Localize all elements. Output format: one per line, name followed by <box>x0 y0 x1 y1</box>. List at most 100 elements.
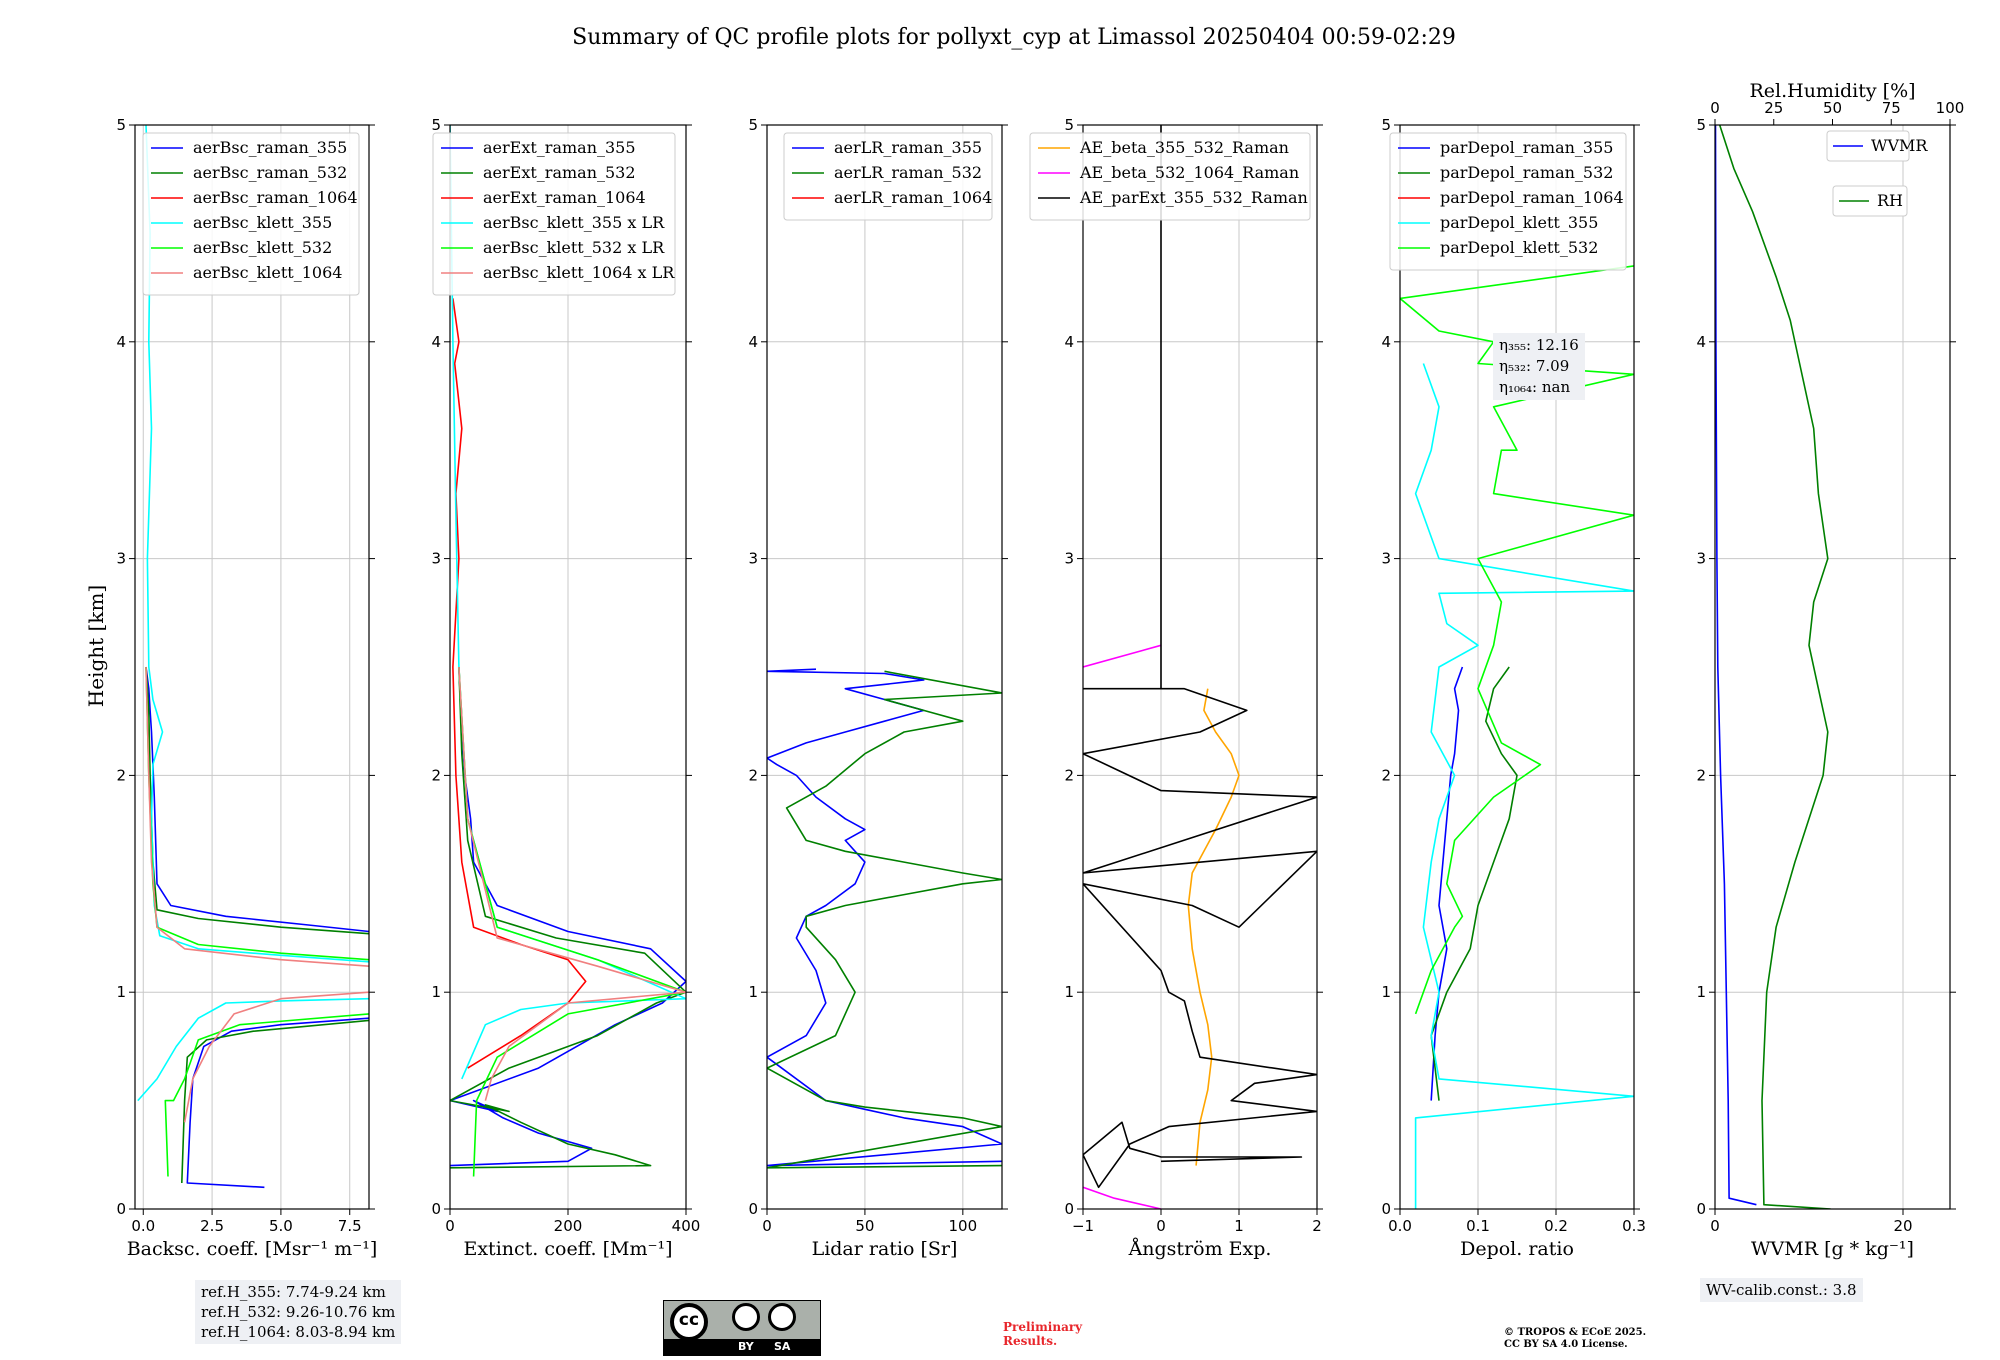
legend-box <box>1826 130 1910 162</box>
x-axis-label: Extinct. coeff. [Mm⁻¹] <box>463 1238 672 1260</box>
wv-calibration-box: WV-calib.const.: 3.8 <box>1700 1278 1863 1302</box>
legend-label: RH <box>1877 191 1903 210</box>
eta-355: η₃₅₅: 12.16 <box>1499 336 1579 354</box>
series-line <box>145 666 369 1189</box>
y-tick-label: 5 <box>116 116 126 134</box>
legend: aerExt_raman_355 aerExt_raman_532 aerExt_r… <box>432 132 676 296</box>
panel-depolarization: 0.0 0.1 0.2 0.3 0 1 2 3 4 5 Depol. ratio parDepol_r… <box>1381 116 1645 1260</box>
y-tick-label: 3 <box>748 550 758 568</box>
x-axis-label: Backsc. coeff. [Msr⁻¹ m⁻¹] <box>127 1238 378 1260</box>
y-tick-label: 5 <box>748 116 758 134</box>
legend-RH: RH <box>1832 185 1908 217</box>
series-line <box>1083 644 1162 1209</box>
x2-axis-label: Rel.Humidity [%] <box>1749 80 1915 102</box>
legend-label: parDepol_raman_1064 <box>1440 188 1624 207</box>
plot-frame <box>134 124 370 1210</box>
y-tick-label: 2 <box>431 766 441 784</box>
x-tick-label: 0 <box>1710 1217 1720 1235</box>
legend: parDepol_raman_355 parDepol_raman_532 parD… <box>1389 132 1627 271</box>
x-tick-label: 0 <box>762 1217 772 1235</box>
legend: AE_beta_355_532_Raman AE_beta_532_1064_Ra… <box>1029 132 1311 221</box>
series-line <box>1187 688 1240 1166</box>
y-tick-label: 2 <box>1064 766 1074 784</box>
x-tick-label: 20 <box>1893 1217 1912 1235</box>
figure-title: Summary of QC profile plots for pollyxt_… <box>572 25 1456 50</box>
copyright-line-2: CC BY SA 4.0 License. <box>1504 1339 1628 1350</box>
legend-label: aerLR_raman_532 <box>834 163 982 182</box>
x-tick-label: 100 <box>949 1217 978 1235</box>
eta-box: η₃₅₅: 12.16 η₅₃₂: 7.09 η₁₀₆₄: nan <box>1493 333 1585 400</box>
legend-box <box>142 132 360 296</box>
x-tick-label: 200 <box>554 1217 583 1235</box>
x-tick-label: −1 <box>1072 1217 1094 1235</box>
reference-heights-box: ref.H_355: 7.74-9.24 km ref.H_532: 9.26-… <box>195 1280 402 1344</box>
legend: aerBsc_raman_355 aerBsc_raman_532 aerBsc_r… <box>142 132 360 296</box>
y-tick-label: 5 <box>1381 116 1391 134</box>
series-line <box>1414 363 1634 1209</box>
series-line <box>1718 125 1831 1209</box>
y-tick-label: 2 <box>1696 766 1706 784</box>
y-tick-label: 4 <box>1064 333 1074 351</box>
legend-label: aerLR_raman_1064 <box>834 188 992 207</box>
y-tick-label: 1 <box>1696 983 1706 1001</box>
x2-tick-label: 0 <box>1710 99 1720 117</box>
preliminary-line-2: Results. <box>1003 1334 1058 1348</box>
preliminary-note: Preliminary Results. <box>1003 1320 1082 1348</box>
x-tick-label: 0 <box>445 1217 455 1235</box>
eta-1064: η₁₀₆₄: nan <box>1499 378 1571 396</box>
legend: aerLR_raman_355 aerLR_raman_532 aerLR_rama… <box>783 132 993 221</box>
legend-box <box>432 132 676 296</box>
legend-label: aerBsc_klett_355 x LR <box>483 213 665 232</box>
legend-label: aerExt_raman_532 <box>483 163 636 182</box>
legend-label: aerBsc_klett_1064 x LR <box>483 263 675 282</box>
legend-label: aerBsc_raman_355 <box>193 138 347 157</box>
y-tick-label: 3 <box>1064 550 1074 568</box>
ref-height-532: ref.H_532: 9.26-10.76 km <box>201 1303 396 1321</box>
legend-label: aerBsc_klett_1064 <box>193 263 342 282</box>
legend-label: AE_beta_355_532_Raman <box>1079 138 1289 157</box>
x2-tick-label: 25 <box>1764 99 1783 117</box>
x-tick-label: 400 <box>672 1217 701 1235</box>
x-tick-label: 0 <box>1156 1217 1166 1235</box>
y-tick-label: 5 <box>1064 116 1074 134</box>
series-line <box>450 666 686 1167</box>
legend-label: aerBsc_raman_532 <box>193 163 347 182</box>
y-tick-label: 0 <box>748 1200 758 1218</box>
x-tick-label: 2 <box>1312 1217 1322 1235</box>
y-tick-label: 0 <box>116 1200 126 1218</box>
legend-box <box>1029 132 1311 221</box>
ref-height-355: ref.H_355: 7.74-9.24 km <box>201 1283 386 1301</box>
license-by: BY <box>738 1340 754 1353</box>
legend-label: aerBsc_klett_532 x LR <box>483 238 665 257</box>
x-tick-label: 7.5 <box>338 1217 362 1235</box>
y-tick-label: 1 <box>1381 983 1391 1001</box>
y-tick-label: 2 <box>748 766 758 784</box>
panel-lidar_ratio: 0 50 100 0 1 2 3 4 5 Lidar ratio [Sr] aerLR_raman_… <box>748 116 1008 1260</box>
y-tick-label: 4 <box>1381 333 1391 351</box>
x-axis-label: Ångström Exp. <box>1128 1238 1272 1260</box>
copyright-line-1: © TROPOS & ECoE 2025. <box>1504 1327 1647 1338</box>
legend-label: aerExt_raman_355 <box>483 138 636 157</box>
legend-label: aerExt_raman_1064 <box>483 188 646 207</box>
panel-extinction: 0 200 400 0 1 2 3 4 5 Extinct. coeff. [Mm⁻¹] aerEx… <box>431 116 700 1260</box>
eta-532: η₅₃₂: 7.09 <box>1499 357 1570 375</box>
y-tick-label: 4 <box>1696 333 1706 351</box>
y-tick-label: 2 <box>1381 766 1391 784</box>
y-axis-label: Height [km] <box>84 585 108 707</box>
legend-label: WVMR <box>1871 136 1928 155</box>
y-tick-label: 3 <box>1696 550 1706 568</box>
series-line <box>1083 125 1317 1189</box>
y-tick-label: 0 <box>431 1200 441 1218</box>
y-tick-label: 1 <box>116 983 126 1001</box>
series-line <box>458 666 686 1177</box>
legend-label: AE_parExt_355_532_Raman <box>1079 188 1308 207</box>
y-tick-label: 5 <box>431 116 441 134</box>
x2-tick-label: 50 <box>1823 99 1842 117</box>
x-tick-label: 0.2 <box>1544 1217 1568 1235</box>
x-axis-label: Depol. ratio <box>1460 1238 1574 1260</box>
legend-label: aerBsc_klett_355 <box>193 213 332 232</box>
legend-label: parDepol_raman_532 <box>1440 163 1613 182</box>
series-line <box>145 666 369 1177</box>
